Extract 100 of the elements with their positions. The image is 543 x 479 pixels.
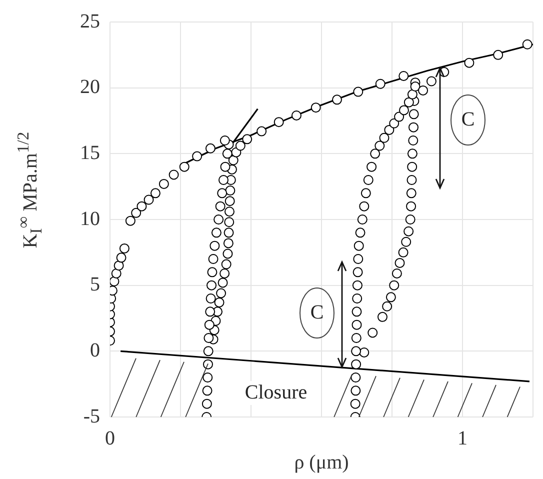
point (224, 196, 235, 206)
point (366, 162, 377, 172)
point (353, 86, 364, 97)
point (111, 268, 122, 278)
point (353, 254, 364, 264)
point (351, 333, 362, 343)
point (214, 214, 224, 224)
annotation: Closure (244, 381, 308, 404)
point (125, 216, 136, 226)
point (119, 243, 130, 254)
point (408, 136, 418, 146)
point (377, 312, 388, 322)
point (202, 398, 212, 409)
point (386, 292, 396, 302)
point (202, 372, 213, 382)
y-tick-label: 25 (80, 10, 100, 32)
point (493, 50, 504, 60)
point (352, 306, 362, 317)
point (218, 175, 229, 185)
point (222, 148, 232, 159)
point (374, 140, 385, 151)
point (407, 148, 418, 159)
point (224, 217, 234, 228)
point (522, 39, 532, 50)
point (405, 214, 416, 224)
point (351, 359, 362, 370)
point (131, 208, 142, 218)
point (352, 280, 362, 290)
point (404, 226, 414, 236)
point (205, 143, 216, 154)
point (221, 259, 232, 270)
point (363, 175, 374, 185)
point (389, 118, 400, 128)
point (216, 288, 226, 298)
point (206, 280, 217, 290)
point (205, 306, 216, 317)
point (220, 268, 230, 278)
point (407, 162, 418, 172)
point (168, 170, 179, 180)
point (217, 188, 228, 198)
point (218, 278, 228, 288)
point (215, 201, 226, 212)
point (202, 386, 212, 396)
point (389, 280, 400, 290)
y-tick-label: 10 (80, 208, 100, 230)
point (204, 333, 214, 343)
point (351, 346, 362, 356)
y-tick-label: 5 (90, 274, 100, 296)
point (204, 320, 214, 330)
point (202, 359, 213, 370)
point (214, 297, 224, 308)
y-tick-label: 20 (80, 76, 100, 98)
point (350, 398, 360, 409)
point (355, 228, 366, 238)
y-tick-label: -5 (83, 405, 100, 428)
point (210, 240, 220, 251)
point (354, 240, 364, 251)
point (379, 132, 390, 143)
point (398, 105, 409, 116)
point (352, 320, 362, 330)
point (224, 228, 234, 238)
point (404, 97, 414, 108)
point (242, 134, 252, 144)
point (406, 201, 416, 212)
point (144, 194, 154, 205)
point (332, 94, 342, 105)
point (256, 126, 267, 136)
point (235, 140, 246, 151)
point (418, 85, 428, 96)
y-tick-label: 0 (90, 339, 100, 362)
point (274, 117, 284, 128)
point (310, 102, 321, 113)
point (116, 252, 126, 263)
point (398, 247, 408, 258)
point (398, 70, 409, 81)
point (203, 346, 214, 356)
point (225, 186, 236, 196)
point (406, 188, 416, 198)
point (222, 248, 233, 259)
point (291, 110, 302, 120)
point (206, 294, 216, 304)
point (406, 175, 417, 185)
point (224, 206, 234, 217)
point (357, 214, 368, 224)
point (150, 188, 160, 198)
point (370, 148, 380, 159)
point (464, 58, 474, 68)
point (375, 78, 386, 89)
x-axis-title: ρ (μm) (294, 451, 349, 474)
point (392, 268, 402, 278)
point (220, 162, 230, 172)
point (350, 372, 361, 382)
x-tick-label: 1 (458, 427, 468, 450)
point (359, 347, 370, 358)
point (211, 228, 222, 238)
point (408, 122, 419, 132)
point (223, 238, 234, 248)
annotation: C (310, 301, 324, 324)
point (179, 162, 190, 172)
point (401, 236, 412, 247)
